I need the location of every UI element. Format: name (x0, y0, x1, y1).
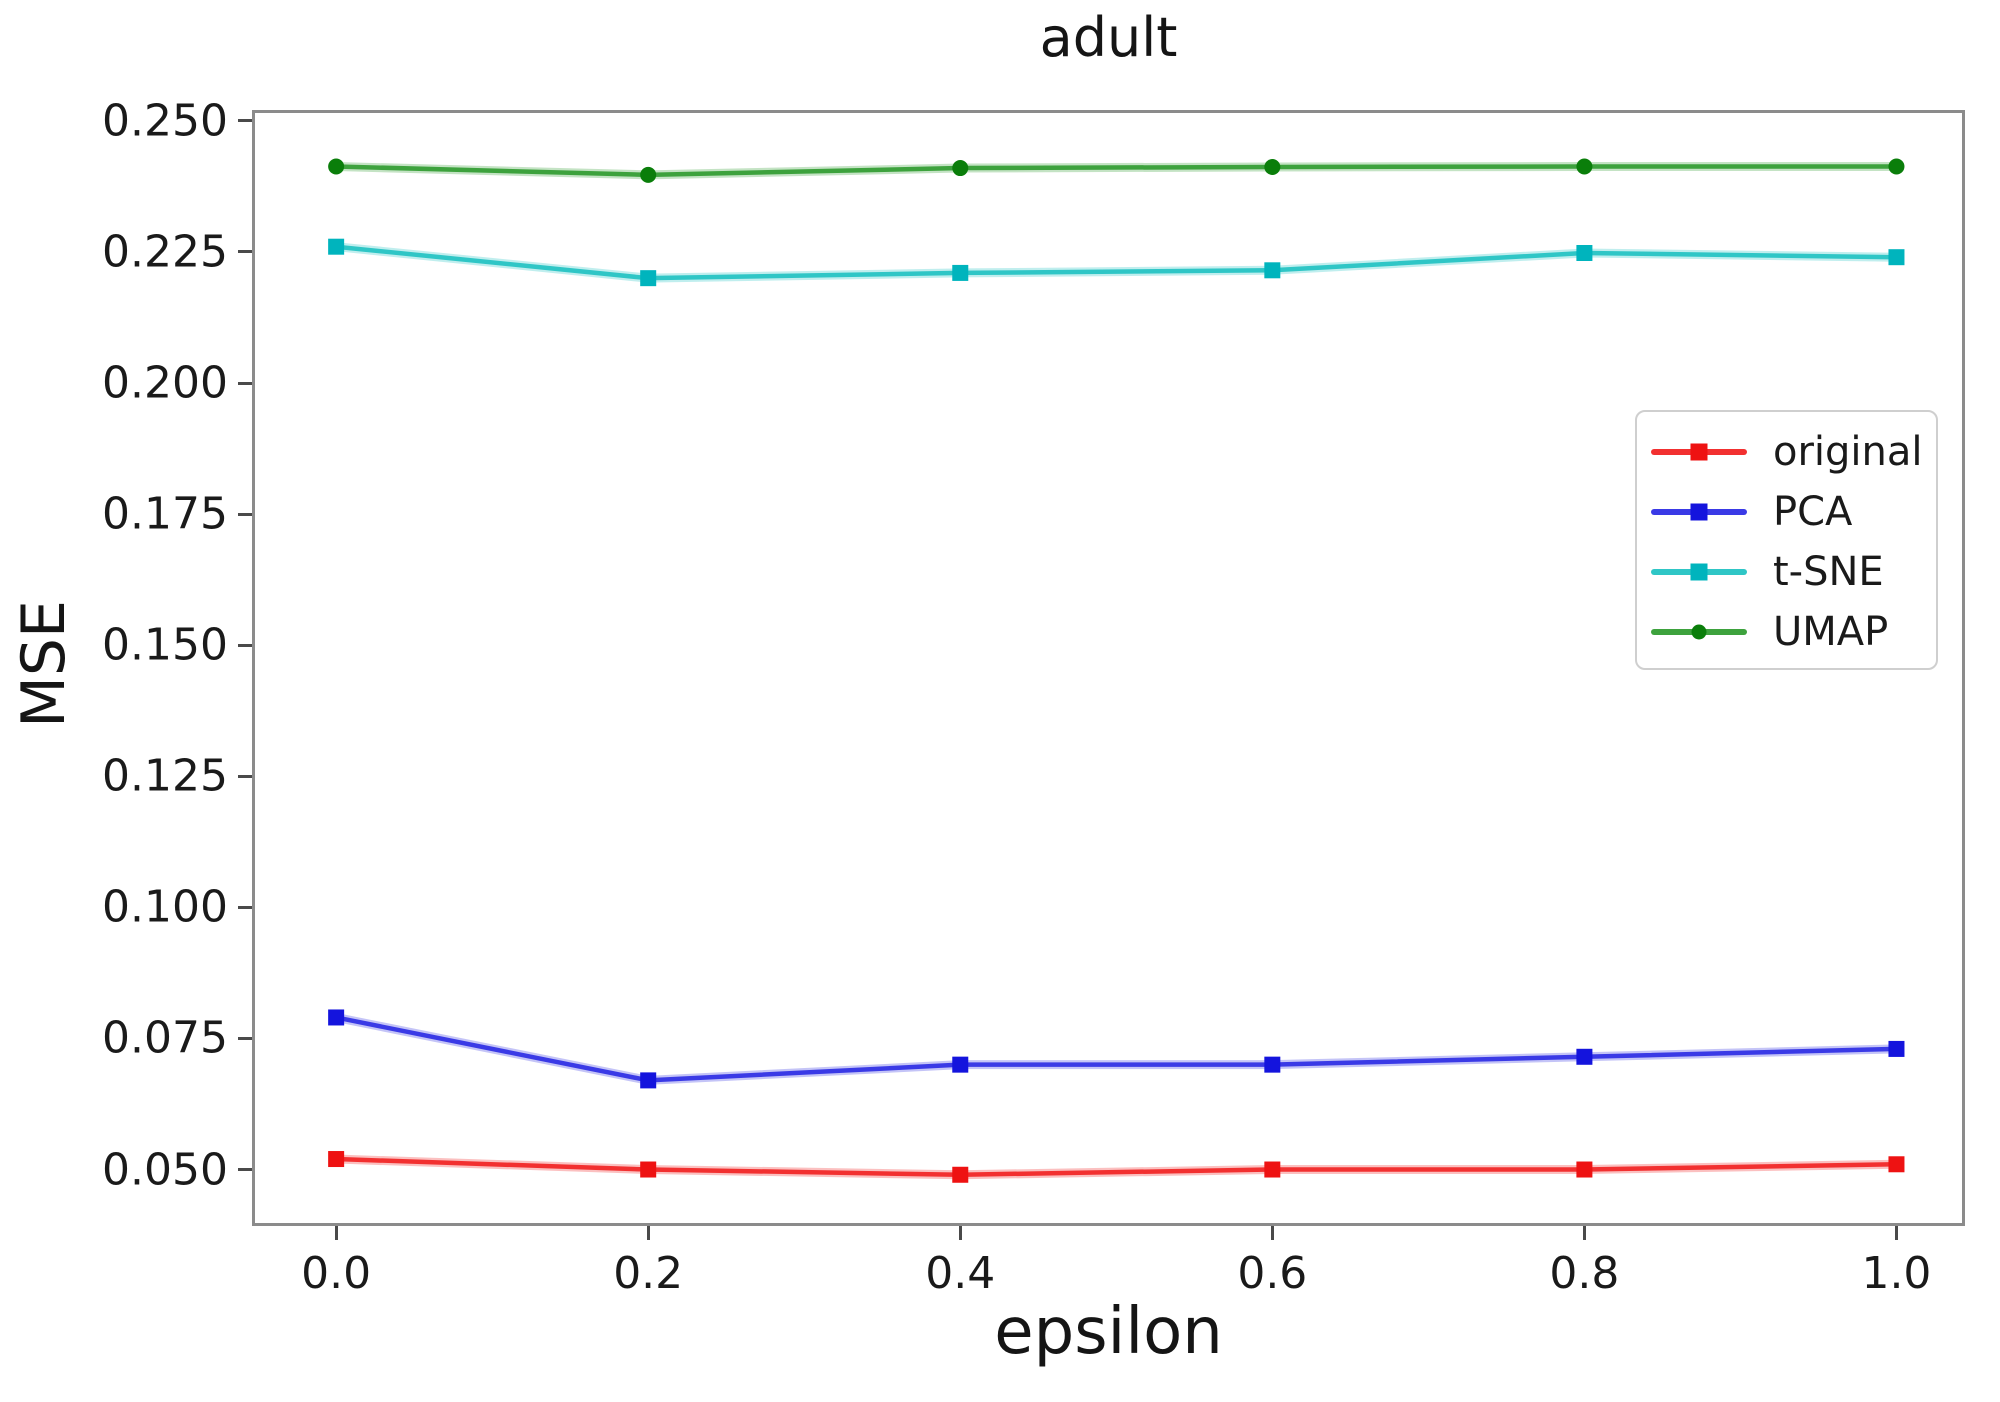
legend-line-swatch (1651, 624, 1747, 640)
x-tick-label: 1.0 (1861, 1248, 1932, 1299)
series-line-original (336, 1156, 1897, 1178)
data-point-t-SNE (640, 270, 657, 287)
series-line-PCA (335, 1015, 1897, 1083)
legend-label: t-SNE (1773, 549, 1884, 595)
y-tick-label: 0.200 (102, 357, 228, 409)
data-point-original (640, 1161, 657, 1178)
y-tick-label: 0.075 (102, 1012, 228, 1064)
legend-item-umap: UMAP (1651, 602, 1936, 662)
y-tick-mark (238, 1036, 252, 1040)
legend-label: UMAP (1773, 609, 1889, 655)
data-point-original (1576, 1161, 1593, 1178)
data-point-UMAP (328, 158, 345, 175)
data-point-PCA (952, 1056, 969, 1073)
data-point-UMAP (1576, 158, 1593, 175)
y-tick-mark (238, 512, 252, 516)
legend-item-original: original (1651, 422, 1936, 482)
data-point-t-SNE (1576, 244, 1593, 261)
x-tick-label: 0.8 (1549, 1248, 1620, 1299)
legend-item-tsne: t-SNE (1651, 542, 1936, 602)
data-point-UMAP (952, 160, 969, 177)
data-point-original (1888, 1156, 1905, 1173)
data-point-PCA (328, 1009, 345, 1026)
y-tick-label: 0.150 (102, 619, 228, 671)
square-marker-icon (1690, 563, 1708, 581)
square-marker-icon (1690, 443, 1708, 461)
y-tick-mark (238, 905, 252, 909)
y-tick-label: 0.225 (102, 226, 228, 278)
x-tick-mark (958, 1226, 962, 1240)
legend-label: original (1773, 429, 1923, 475)
series-line-UMAP (336, 164, 1897, 178)
data-point-original (1264, 1161, 1281, 1178)
y-tick-label: 0.175 (102, 488, 228, 540)
legend: original PCA t-SNE UMAP (1635, 410, 1938, 670)
series-line-PCA (335, 1013, 1897, 1085)
y-tick-mark (238, 381, 252, 385)
y-tick-mark (238, 1168, 252, 1172)
y-tick-mark (238, 774, 252, 778)
chart-canvas (328, 158, 1905, 1183)
legend-line-swatch (1651, 563, 1747, 581)
y-tick-label: 0.125 (102, 750, 228, 802)
data-point-t-SNE (952, 264, 969, 281)
y-tick-mark (238, 119, 252, 123)
data-point-PCA (640, 1072, 657, 1089)
x-tick-label: 0.6 (1237, 1248, 1308, 1299)
legend-line-swatch (1651, 443, 1747, 461)
y-tick-label: 0.050 (102, 1144, 228, 1196)
chart-title: adult (1039, 6, 1178, 69)
y-tick-label: 0.250 (102, 95, 228, 147)
series-line-t-SNE (335, 244, 1897, 281)
x-tick-label: 0.2 (613, 1248, 684, 1299)
legend-item-pca: PCA (1651, 482, 1936, 542)
data-point-t-SNE (328, 238, 345, 255)
legend-line-swatch (1651, 503, 1747, 521)
circle-marker-icon (1691, 624, 1707, 640)
y-tick-mark (238, 643, 252, 647)
data-point-original (328, 1151, 345, 1168)
data-point-UMAP (640, 166, 657, 183)
x-tick-mark (1894, 1226, 1898, 1240)
y-axis-label: MSE (9, 600, 79, 728)
x-tick-mark (646, 1226, 650, 1240)
x-tick-label: 0.0 (301, 1248, 372, 1299)
square-marker-icon (1690, 503, 1708, 521)
x-tick-mark (1582, 1226, 1586, 1240)
data-point-PCA (1888, 1040, 1905, 1057)
y-tick-label: 0.100 (102, 881, 228, 933)
y-tick-mark (238, 250, 252, 254)
x-tick-mark (1270, 1226, 1274, 1240)
data-point-t-SNE (1264, 262, 1281, 279)
data-point-PCA (1264, 1056, 1281, 1073)
data-point-UMAP (1264, 159, 1281, 176)
data-point-original (952, 1166, 969, 1183)
data-point-UMAP (1888, 158, 1905, 175)
x-tick-label: 0.4 (925, 1248, 996, 1299)
data-point-PCA (1576, 1048, 1593, 1065)
x-tick-mark (334, 1226, 338, 1240)
data-point-t-SNE (1888, 249, 1905, 266)
x-axis-label: epsilon (994, 1295, 1223, 1369)
legend-label: PCA (1773, 489, 1853, 535)
